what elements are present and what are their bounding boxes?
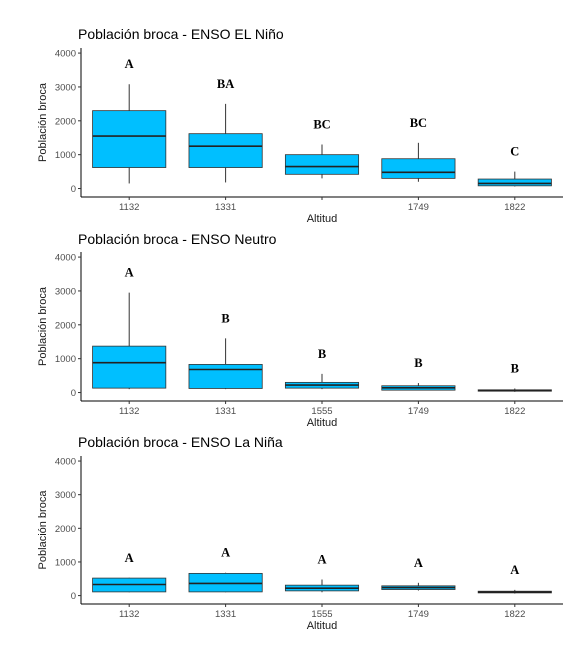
box-1749: 1749 BC: [381, 116, 456, 213]
significance-letter: BA: [217, 77, 234, 91]
chart-panel-1: Población broca - ENSO EL Niño 0 1000 2000 3…: [37, 26, 563, 225]
significance-letter: A: [125, 266, 134, 280]
box-1132: 1132 A: [92, 57, 167, 213]
chart-title: Población broca - ENSO La Niña: [78, 434, 283, 450]
box-1822: 1822 A: [477, 563, 552, 620]
box-1555: 1555 B: [284, 347, 360, 417]
y-tick-label: 2000: [55, 524, 76, 535]
box-iqr: [284, 154, 360, 175]
x-tick-label: 1331: [215, 609, 236, 620]
significance-letter: C: [510, 145, 519, 159]
box-1331: 1331 A: [188, 546, 263, 620]
y-axis-title: Población broca: [37, 490, 49, 570]
significance-letter: A: [125, 57, 134, 71]
y-tick-label: 3000: [55, 490, 76, 501]
y-tick-label: 4000: [55, 49, 76, 60]
x-axis-title: Altitud: [307, 213, 338, 225]
x-tick-label: 1749: [408, 609, 429, 620]
y-tick-label: 3000: [55, 82, 76, 93]
chart-title: Población broca - ENSO Neutro: [78, 231, 277, 247]
y-tick-label: 1000: [55, 150, 76, 161]
x-tick-label: 1822: [504, 406, 525, 417]
significance-letter: A: [510, 563, 519, 577]
x-tick-label: 1132: [119, 406, 139, 417]
x-tick-label: 1555: [311, 406, 332, 417]
box-2: BC: [284, 118, 360, 200]
x-axis-title: Altitud: [307, 620, 338, 632]
significance-letter: B: [414, 356, 422, 370]
x-tick-label: 1749: [408, 202, 429, 213]
box-1331: 1331 B: [188, 311, 263, 417]
x-tick-label: 1822: [504, 609, 525, 620]
box-1555: 1555 A: [284, 552, 360, 620]
significance-letter: B: [221, 311, 229, 325]
box-iqr: [188, 364, 263, 389]
significance-letter: A: [221, 546, 230, 560]
y-tick-label: 0: [71, 184, 76, 195]
box-1132: 1132 A: [92, 266, 167, 417]
significance-letter: B: [511, 361, 519, 375]
chart-title: Población broca - ENSO EL Niño: [78, 26, 284, 42]
chart-panel-3: Población broca - ENSO La Niña 0 1000 2000 3…: [37, 434, 563, 632]
significance-letter: BC: [313, 118, 330, 132]
y-tick-label: 0: [71, 388, 76, 399]
box-1132: 1132 A: [92, 551, 167, 620]
x-axis-title: Altitud: [307, 417, 338, 429]
x-tick-label: 1749: [408, 406, 429, 417]
x-tick-label: 1132: [119, 609, 139, 620]
x-tick-label: 1555: [311, 609, 332, 620]
y-tick-label: 2000: [55, 320, 76, 331]
y-tick-label: 4000: [55, 253, 76, 264]
significance-letter: BC: [410, 116, 427, 130]
box-1331: 1331 BA: [188, 77, 263, 213]
box-iqr: [188, 133, 263, 168]
x-tick-label: 1822: [504, 202, 525, 213]
chart-panel-2: Población broca - ENSO Neutro 0 1000 2000 30…: [37, 231, 563, 429]
significance-letter: A: [125, 551, 134, 565]
significance-letter: A: [414, 556, 423, 570]
box-1749: 1749 B: [381, 356, 456, 417]
significance-letter: A: [317, 552, 326, 566]
x-tick-label: 1331: [215, 406, 236, 417]
box-iqr: [92, 345, 167, 389]
box-1749: 1749 A: [381, 556, 456, 620]
significance-letter: B: [318, 347, 326, 361]
y-tick-label: 4000: [55, 457, 76, 468]
x-tick-label: 1132: [119, 202, 139, 213]
box-iqr: [381, 158, 456, 179]
y-tick-label: 2000: [55, 116, 76, 127]
box-iqr: [188, 572, 263, 593]
box-iqr: [477, 178, 552, 187]
box-1822: 1822 B: [477, 361, 552, 417]
y-tick-label: 0: [71, 591, 76, 602]
box-iqr: [92, 110, 167, 168]
y-tick-label: 3000: [55, 286, 76, 297]
y-axis-title: Población broca: [37, 286, 49, 366]
x-tick-label: 1331: [215, 202, 236, 213]
y-axis-title: Población broca: [37, 82, 49, 162]
box-1822: 1822 C: [477, 145, 552, 213]
y-tick-label: 1000: [55, 557, 76, 568]
y-tick-label: 1000: [55, 354, 76, 365]
